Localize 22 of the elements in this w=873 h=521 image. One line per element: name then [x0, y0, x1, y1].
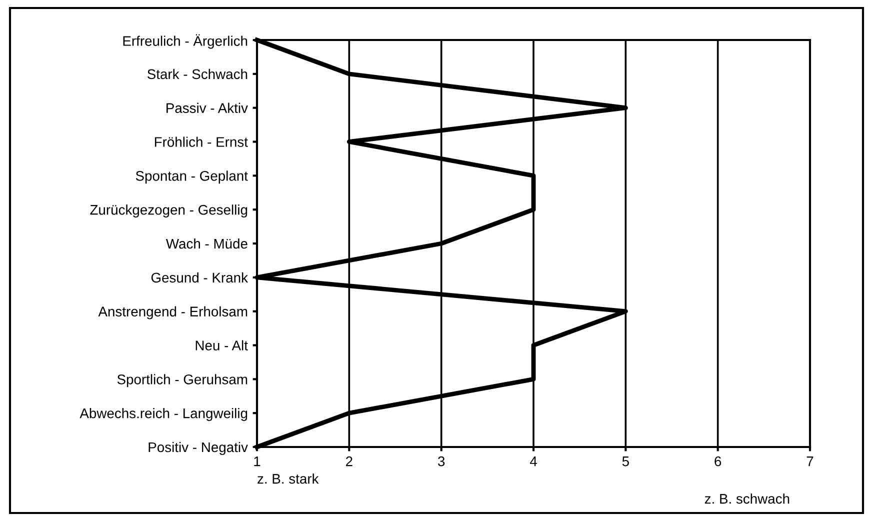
y-tick-label: Neu - Alt	[196, 340, 248, 350]
x-tick-label: 1	[254, 456, 260, 466]
y-tick-label: Zurückgezogen - Gesellig	[90, 204, 248, 218]
text: z. B. schwach	[704, 494, 790, 504]
y-tick-label: Fröhlich - Ernst	[154, 136, 248, 147]
y-tick-label: Anstrengend - Erholsam	[98, 306, 248, 320]
y-tick-label: Abwechs.reich - Langweilig	[80, 408, 248, 421]
y-tick-label: Gesund - Krank	[151, 272, 248, 283]
y-tick-label: Wach - Müde	[166, 238, 248, 249]
y-tick-label: Erfreulich - Ärgerlich	[123, 34, 248, 49]
x-tick-label: 6	[714, 456, 722, 466]
x-tick-label: 5	[622, 456, 629, 466]
x-tick-label: 7	[806, 456, 814, 466]
y-tick-label: Sportlich - Geruhsam	[117, 374, 248, 388]
x-tick-label: 4	[530, 456, 537, 466]
text: z. B. stark	[258, 474, 319, 484]
y-tick-label: Stark - Schwach	[147, 68, 248, 80]
y-tick-label: Passiv - Aktiv	[166, 102, 248, 114]
y-tick-label: Spontan - Geplant	[136, 170, 248, 184]
x-tick-label: 2	[346, 456, 352, 466]
y-tick-label: Positiv - Negativ	[148, 442, 248, 455]
x-tick-label: 3	[438, 456, 445, 466]
